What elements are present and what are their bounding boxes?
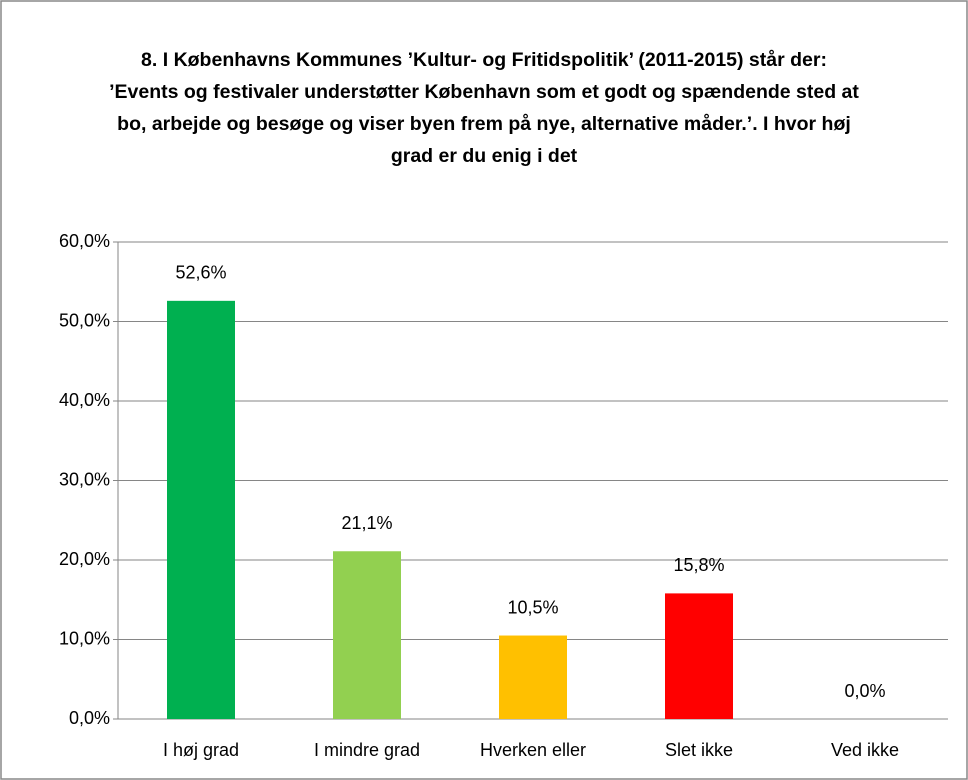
x-tick-label: Ved ikke <box>831 740 899 760</box>
chart-title: 8. I Københavns Kommunes ’Kultur- og Fri… <box>109 49 859 167</box>
bar <box>333 551 401 719</box>
value-label: 0,0% <box>844 681 885 701</box>
bar <box>499 635 567 719</box>
value-label: 21,1% <box>341 513 392 533</box>
y-tick-label: 10,0% <box>59 628 110 648</box>
y-tick-label: 20,0% <box>59 549 110 569</box>
x-tick-label: Slet ikke <box>665 740 733 760</box>
bar <box>665 593 733 719</box>
y-tick-label: 0,0% <box>69 708 110 728</box>
y-tick-label: 50,0% <box>59 310 110 330</box>
x-tick-label: Hverken eller <box>480 740 586 760</box>
value-label: 52,6% <box>175 263 226 283</box>
value-label: 10,5% <box>507 597 558 617</box>
x-tick-label: I mindre grad <box>314 740 420 760</box>
y-tick-label: 60,0% <box>59 231 110 251</box>
value-label: 15,8% <box>673 555 724 575</box>
bar <box>167 300 235 719</box>
y-tick-label: 30,0% <box>59 469 110 489</box>
y-tick-label: 40,0% <box>59 390 110 410</box>
x-tick-label: I høj grad <box>163 740 239 760</box>
